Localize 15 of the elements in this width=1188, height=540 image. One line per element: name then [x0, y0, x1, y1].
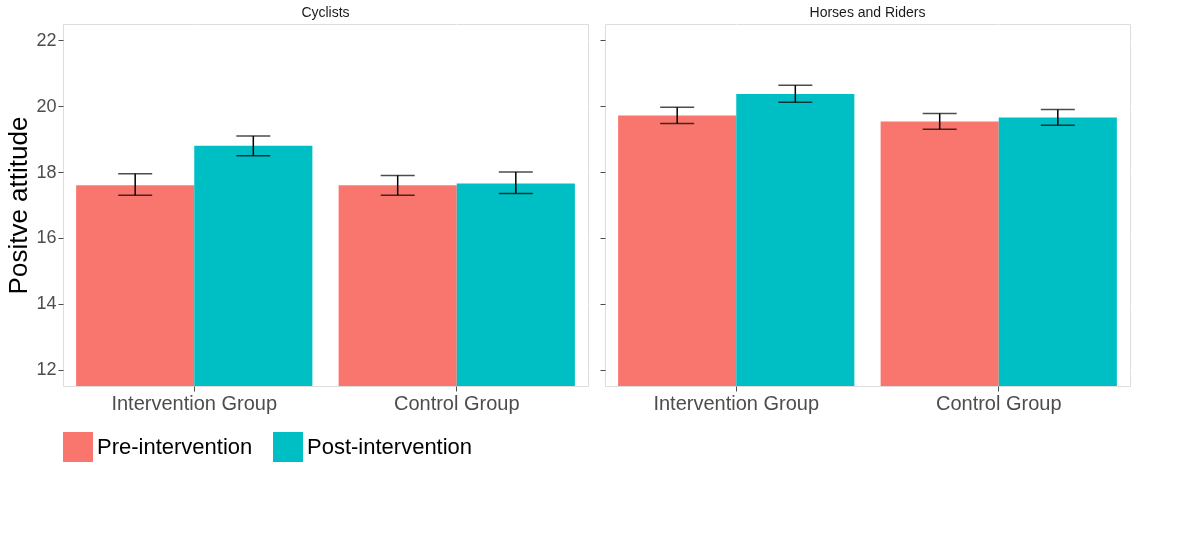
chart-title: Cyclists [301, 4, 350, 20]
y-tick-label: 12 [36, 359, 57, 380]
y-axis-title: Positve attitude [3, 116, 34, 295]
legend-label: Pre-intervention [97, 434, 253, 459]
y-tick-label: 16 [36, 227, 57, 248]
y-tick-label: 22 [36, 29, 57, 50]
x-tick-label: Intervention Group [111, 391, 278, 414]
chart-title: Horses and Riders [809, 4, 926, 20]
y-tick-label: 14 [36, 293, 57, 314]
x-tick-label: Control Group [393, 391, 520, 414]
x-tick-label: Intervention Group [653, 391, 820, 414]
x-tick-label: Control Group [935, 391, 1062, 414]
y-tick-label: 18 [36, 161, 57, 182]
legend-label: Post-intervention [307, 434, 473, 459]
y-tick-label: 20 [36, 95, 57, 116]
